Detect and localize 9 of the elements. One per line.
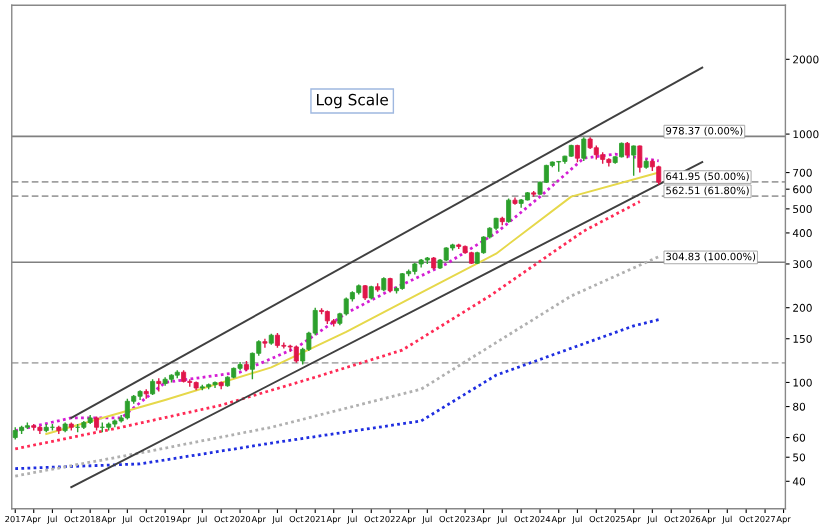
candlestick bbox=[281, 341, 287, 350]
candlestick bbox=[631, 144, 637, 177]
candlestick bbox=[262, 338, 268, 349]
candlestick bbox=[637, 144, 643, 174]
line-series bbox=[13, 318, 661, 470]
candlestick bbox=[343, 296, 349, 317]
candlestick bbox=[581, 136, 587, 162]
candlestick bbox=[506, 197, 512, 224]
line-series bbox=[13, 200, 642, 451]
